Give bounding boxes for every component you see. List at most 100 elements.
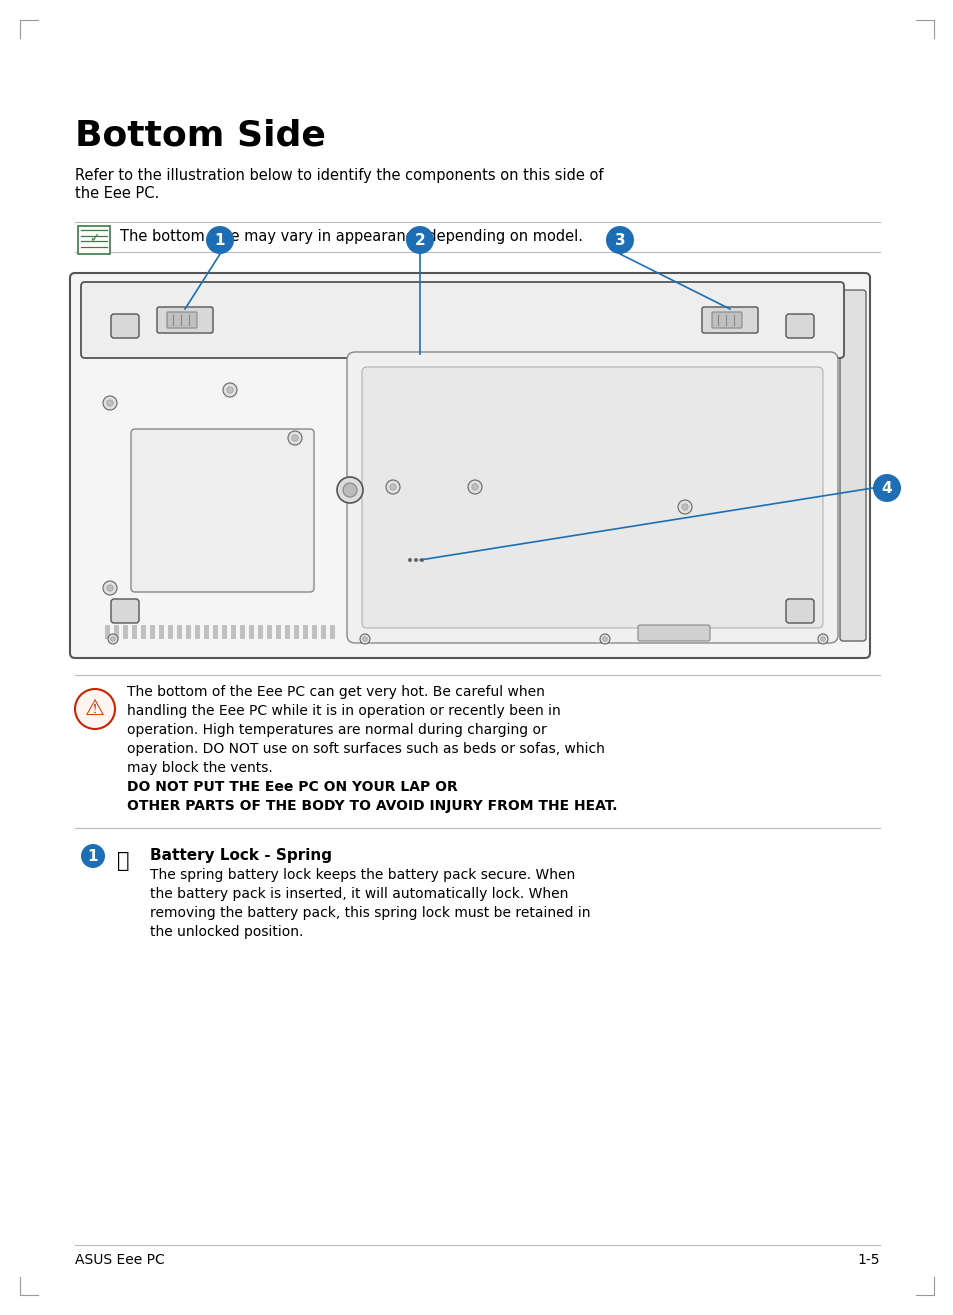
- Circle shape: [602, 636, 607, 642]
- FancyBboxPatch shape: [81, 281, 843, 358]
- Circle shape: [362, 636, 367, 642]
- Text: ✓: ✓: [89, 233, 99, 245]
- Bar: [113, 625, 119, 639]
- FancyBboxPatch shape: [785, 600, 813, 623]
- Text: Battery Lock - Spring: Battery Lock - Spring: [150, 848, 332, 863]
- Text: 1-5: 1-5: [857, 1253, 879, 1266]
- Text: may block the vents.: may block the vents.: [127, 761, 276, 775]
- Bar: [267, 625, 272, 639]
- Text: 1: 1: [214, 233, 225, 247]
- Circle shape: [111, 636, 115, 642]
- Bar: [320, 625, 326, 639]
- Circle shape: [872, 473, 900, 502]
- Circle shape: [406, 226, 434, 254]
- Text: Refer to the illustration below to identify the components on this side of: Refer to the illustration below to ident…: [75, 168, 603, 183]
- FancyBboxPatch shape: [347, 352, 837, 643]
- Circle shape: [359, 634, 370, 644]
- FancyBboxPatch shape: [78, 226, 110, 254]
- Text: OTHER PARTS OF THE BODY TO AVOID INJURY FROM THE HEAT.: OTHER PARTS OF THE BODY TO AVOID INJURY …: [127, 800, 617, 813]
- Circle shape: [292, 435, 298, 441]
- Bar: [194, 625, 200, 639]
- Circle shape: [336, 477, 363, 504]
- Circle shape: [681, 504, 687, 510]
- Bar: [285, 625, 290, 639]
- FancyBboxPatch shape: [167, 312, 196, 327]
- Circle shape: [386, 480, 399, 494]
- Circle shape: [103, 581, 117, 594]
- Text: DO NOT PUT THE Eee PC ON YOUR LAP OR: DO NOT PUT THE Eee PC ON YOUR LAP OR: [127, 780, 457, 794]
- Circle shape: [390, 484, 395, 490]
- Circle shape: [820, 636, 824, 642]
- Circle shape: [81, 844, 105, 868]
- Bar: [186, 625, 191, 639]
- Circle shape: [678, 500, 691, 514]
- Circle shape: [408, 558, 412, 562]
- Bar: [240, 625, 245, 639]
- Circle shape: [419, 558, 423, 562]
- Text: operation. DO NOT use on soft surfaces such as beds or sofas, which: operation. DO NOT use on soft surfaces s…: [127, 742, 604, 756]
- Bar: [249, 625, 253, 639]
- Circle shape: [599, 634, 609, 644]
- Bar: [150, 625, 154, 639]
- FancyBboxPatch shape: [111, 600, 139, 623]
- Circle shape: [414, 558, 417, 562]
- Text: The bottom of the Eee PC can get very hot. Be careful when: The bottom of the Eee PC can get very ho…: [127, 685, 544, 700]
- Bar: [275, 625, 281, 639]
- FancyBboxPatch shape: [361, 367, 822, 629]
- Bar: [168, 625, 172, 639]
- FancyBboxPatch shape: [131, 429, 314, 592]
- Text: the battery pack is inserted, it will automatically lock. When: the battery pack is inserted, it will au…: [150, 888, 568, 901]
- Bar: [330, 625, 335, 639]
- FancyBboxPatch shape: [111, 314, 139, 338]
- Circle shape: [817, 634, 827, 644]
- Text: The spring battery lock keeps the battery pack secure. When: The spring battery lock keeps the batter…: [150, 868, 575, 882]
- Circle shape: [468, 480, 481, 494]
- Bar: [222, 625, 227, 639]
- Circle shape: [605, 226, 634, 254]
- Text: 1: 1: [88, 848, 98, 864]
- Text: the unlocked position.: the unlocked position.: [150, 924, 303, 939]
- Bar: [159, 625, 164, 639]
- Text: 2: 2: [415, 233, 425, 247]
- FancyBboxPatch shape: [638, 625, 709, 640]
- Text: ASUS Eee PC: ASUS Eee PC: [75, 1253, 165, 1266]
- FancyBboxPatch shape: [785, 314, 813, 338]
- Circle shape: [107, 585, 113, 592]
- Bar: [204, 625, 209, 639]
- Bar: [303, 625, 308, 639]
- Bar: [132, 625, 137, 639]
- Bar: [257, 625, 263, 639]
- Text: Bottom Side: Bottom Side: [75, 118, 326, 153]
- Text: 3: 3: [614, 233, 624, 247]
- Circle shape: [108, 634, 118, 644]
- Circle shape: [227, 387, 233, 393]
- Bar: [105, 625, 110, 639]
- Circle shape: [206, 226, 233, 254]
- Circle shape: [107, 400, 113, 406]
- Text: ⚠: ⚠: [85, 700, 105, 719]
- Text: The bottom side may vary in appearance depending on model.: The bottom side may vary in appearance d…: [120, 229, 582, 245]
- FancyBboxPatch shape: [70, 274, 869, 658]
- Bar: [123, 625, 128, 639]
- FancyBboxPatch shape: [157, 306, 213, 333]
- Bar: [141, 625, 146, 639]
- Circle shape: [343, 483, 356, 497]
- Text: 🔓: 🔓: [116, 851, 129, 871]
- Text: operation. High temperatures are normal during charging or: operation. High temperatures are normal …: [127, 723, 546, 736]
- Circle shape: [288, 431, 302, 444]
- Circle shape: [223, 383, 236, 397]
- Circle shape: [472, 484, 477, 490]
- Circle shape: [75, 689, 115, 729]
- Text: the Eee PC.: the Eee PC.: [75, 185, 159, 201]
- Bar: [177, 625, 182, 639]
- FancyBboxPatch shape: [711, 312, 741, 327]
- Circle shape: [103, 396, 117, 410]
- Bar: [231, 625, 235, 639]
- Bar: [213, 625, 218, 639]
- Text: handling the Eee PC while it is in operation or recently been in: handling the Eee PC while it is in opera…: [127, 704, 560, 718]
- Bar: [294, 625, 298, 639]
- Bar: [312, 625, 316, 639]
- FancyBboxPatch shape: [840, 291, 865, 640]
- Text: 4: 4: [881, 480, 891, 496]
- FancyBboxPatch shape: [701, 306, 758, 333]
